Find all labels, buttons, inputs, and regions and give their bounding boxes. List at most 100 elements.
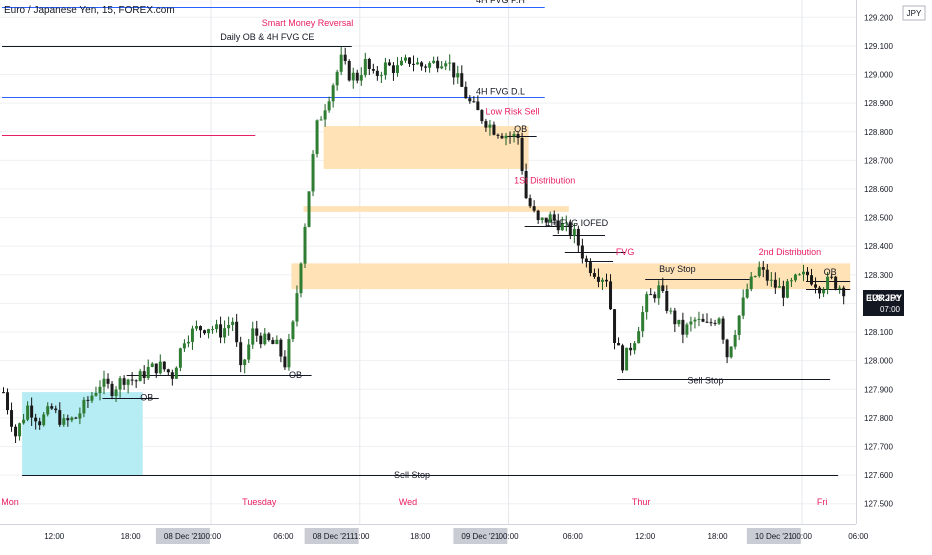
price-tag-countdown: 07:00	[880, 305, 901, 314]
time-axis-tick-label[interactable]: 11:00	[350, 532, 370, 541]
time-axis-tick-label[interactable]: 12:00	[635, 532, 656, 541]
time-axis-tick-label[interactable]: 08 Dec '21	[313, 532, 352, 541]
price-axis-tick-label[interactable]: 128.600	[864, 185, 893, 194]
price-axis-tick-label[interactable]: 128.300	[864, 271, 893, 280]
candle-body	[134, 380, 138, 382]
candle-body	[279, 339, 283, 357]
candle-body	[484, 121, 488, 128]
price-axis-tick-label[interactable]: 128.700	[864, 156, 893, 165]
annotation-label: Sell Stop	[394, 470, 430, 480]
price-axis-tick-label[interactable]: 128.000	[864, 357, 893, 366]
currency-label: JPY	[907, 9, 922, 18]
price-axis-tick-label[interactable]: 129.000	[864, 71, 893, 80]
time-axis-tick-label[interactable]: 09 Dec '21	[461, 532, 500, 541]
candle-body	[596, 276, 600, 282]
candle-body	[311, 154, 315, 192]
candle-body	[588, 262, 592, 274]
candle-body	[46, 406, 50, 415]
time-axis-tick-label[interactable]: 06:00	[848, 532, 869, 541]
candle-body	[717, 318, 721, 324]
candle-body	[560, 223, 564, 231]
candle-body	[375, 70, 379, 76]
candle-body	[609, 281, 613, 310]
price-axis-tick-label[interactable]: 127.600	[864, 471, 893, 480]
candle-body	[552, 214, 556, 221]
candle-body	[347, 60, 351, 81]
price-axis-tick-label[interactable]: 128.800	[864, 128, 893, 137]
candle-body	[22, 419, 26, 424]
price-axis-tick-label[interactable]: 128.100	[864, 328, 893, 337]
candle-body	[291, 321, 295, 340]
candle-body	[508, 135, 512, 137]
candle-body	[476, 101, 480, 111]
candle-body	[319, 119, 323, 121]
candle-body	[721, 318, 725, 340]
candle-body	[235, 321, 239, 343]
candle-body	[544, 217, 548, 223]
candle-body	[769, 279, 773, 281]
price-axis-tick-label[interactable]: 128.500	[864, 214, 893, 223]
time-axis-date-box	[746, 528, 801, 544]
time-axis-tick-label[interactable]: 08 Dec '21	[164, 532, 203, 541]
candle-body	[572, 228, 576, 236]
time-axis-tick-label[interactable]: 12:00	[44, 532, 65, 541]
candle-body	[42, 414, 46, 426]
time-axis-tick-label[interactable]: 00:00	[201, 532, 222, 541]
time-axis-date-box	[304, 528, 359, 544]
time-axis-tick-label[interactable]: 18:00	[410, 532, 431, 541]
time-axis-tick-label[interactable]: 06:00	[563, 532, 584, 541]
day-label: Thur	[632, 497, 651, 507]
candle-body	[556, 220, 560, 231]
time-axis-tick-label[interactable]: 18:00	[121, 532, 142, 541]
price-axis-tick-label[interactable]: 128.900	[864, 99, 893, 108]
candle-body	[621, 345, 625, 371]
candle-body	[50, 406, 54, 409]
time-axis-date-box	[155, 528, 210, 544]
price-axis-tick-label[interactable]: 127.700	[864, 442, 893, 451]
candle-body	[773, 279, 777, 288]
price-axis-tick-label[interactable]: 128.400	[864, 242, 893, 251]
candle-body	[26, 405, 30, 420]
candle-body	[255, 328, 259, 336]
candle-body	[669, 310, 673, 312]
candle-body	[106, 378, 110, 384]
price-axis-tick-label[interactable]: 129.200	[864, 13, 893, 22]
candle-body	[428, 63, 432, 68]
candle-body	[166, 369, 170, 373]
candle-body	[391, 65, 395, 73]
annotation-label: FVG	[616, 247, 635, 257]
candle-body	[689, 321, 693, 325]
time-axis-tick-label[interactable]: 10 Dec '21	[755, 532, 794, 541]
price-axis-tick-label[interactable]: 127.500	[864, 500, 893, 509]
time-axis-tick-label[interactable]: 00:00	[792, 532, 813, 541]
currency-badge[interactable]: JPY	[902, 5, 926, 21]
candle-body	[625, 347, 629, 371]
candle-body	[789, 280, 793, 282]
candle-body	[818, 287, 822, 294]
annotation-label: 4H FVG D.L	[476, 87, 525, 97]
price-axis-background	[856, 0, 932, 550]
time-axis-tick-label[interactable]: 00:00	[499, 532, 520, 541]
time-axis-tick-label[interactable]: 18:00	[708, 532, 729, 541]
price-axis-tick-label[interactable]: 127.800	[864, 414, 893, 423]
candle-body	[271, 339, 275, 345]
candle-body	[243, 359, 247, 366]
candle-body	[267, 333, 271, 340]
price-axis-tick-label[interactable]: 129.100	[864, 42, 893, 51]
time-axis-tick-label[interactable]: 06:00	[273, 532, 294, 541]
candle-body	[729, 346, 733, 358]
candle-body	[468, 98, 472, 102]
candle-body	[283, 356, 287, 368]
candle-body	[58, 410, 62, 425]
candle-body	[367, 58, 371, 70]
candle-body	[810, 275, 814, 285]
candle-body	[412, 63, 416, 65]
annotation-label: OB	[824, 267, 837, 277]
candle-body	[488, 124, 492, 128]
candle-body	[263, 333, 267, 345]
candle-body	[540, 217, 544, 221]
price-axis-tick-label[interactable]: 127.900	[864, 385, 893, 394]
